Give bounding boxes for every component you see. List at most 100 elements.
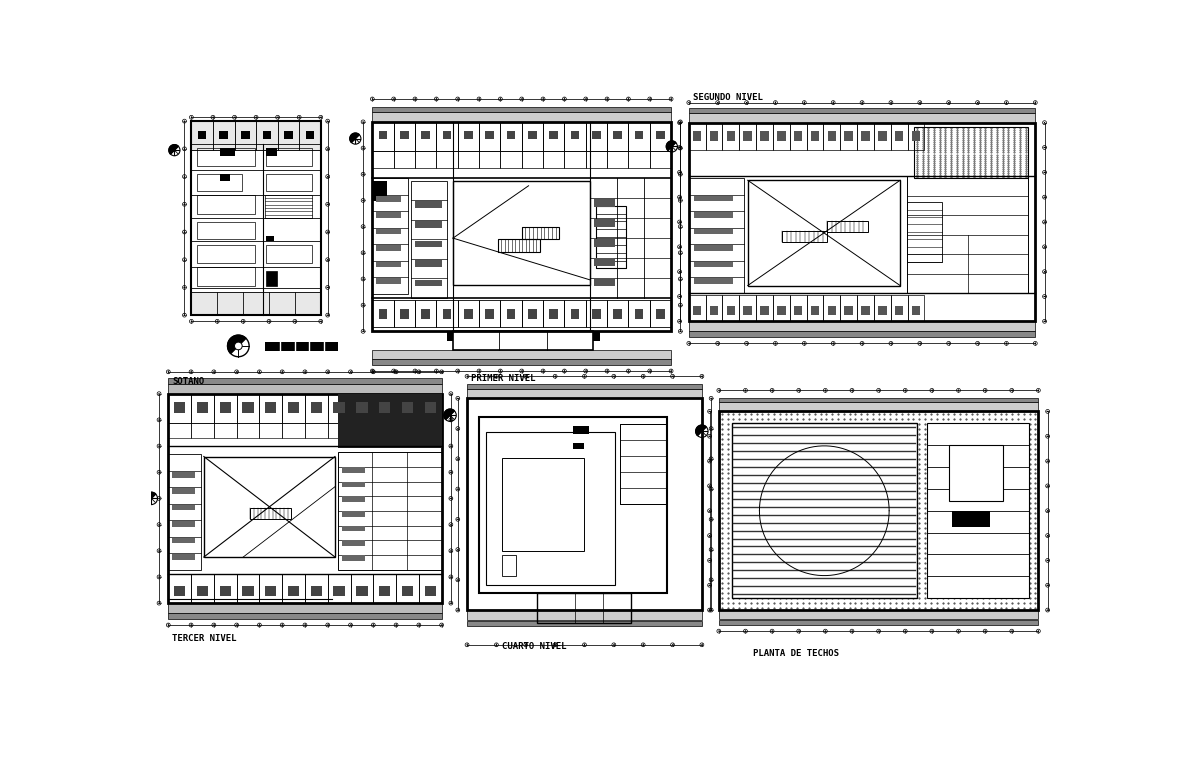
Bar: [414, 221, 442, 228]
Circle shape: [1047, 559, 1048, 561]
Circle shape: [679, 197, 680, 198]
Bar: [284, 131, 293, 139]
Bar: [571, 310, 579, 319]
Circle shape: [717, 343, 718, 344]
Bar: [305, 131, 315, 139]
Circle shape: [851, 389, 852, 391]
Polygon shape: [666, 141, 675, 150]
Bar: [283, 574, 305, 603]
Bar: [480, 300, 501, 327]
Bar: [827, 221, 868, 232]
Bar: [585, 300, 607, 327]
Bar: [466, 610, 702, 619]
Bar: [214, 394, 236, 423]
Bar: [446, 332, 453, 341]
Circle shape: [679, 172, 680, 173]
Bar: [169, 603, 442, 613]
Bar: [169, 574, 191, 603]
Bar: [857, 295, 874, 321]
Circle shape: [711, 549, 712, 550]
Bar: [342, 481, 364, 487]
Bar: [376, 278, 401, 284]
Bar: [294, 292, 320, 315]
Circle shape: [584, 644, 585, 645]
Circle shape: [642, 376, 643, 377]
Circle shape: [457, 488, 458, 490]
Bar: [283, 394, 305, 423]
Circle shape: [184, 314, 185, 316]
Circle shape: [919, 343, 920, 344]
Bar: [453, 181, 590, 285]
Bar: [694, 196, 734, 201]
Bar: [694, 262, 734, 267]
Bar: [914, 127, 1028, 178]
Circle shape: [628, 370, 629, 372]
Circle shape: [832, 102, 833, 103]
Bar: [169, 394, 191, 423]
Circle shape: [1047, 584, 1048, 586]
Bar: [236, 394, 260, 423]
Circle shape: [672, 644, 673, 645]
Bar: [878, 306, 887, 315]
Circle shape: [1043, 246, 1046, 247]
Bar: [607, 151, 628, 168]
Bar: [693, 306, 702, 315]
Bar: [421, 131, 430, 140]
Circle shape: [457, 609, 458, 611]
Circle shape: [688, 102, 690, 103]
Circle shape: [1037, 389, 1039, 391]
Bar: [443, 310, 451, 319]
Bar: [305, 423, 328, 438]
Bar: [373, 350, 671, 358]
Bar: [350, 394, 373, 423]
Bar: [373, 423, 396, 438]
Circle shape: [362, 147, 363, 149]
Circle shape: [281, 371, 283, 373]
Circle shape: [772, 389, 773, 391]
Bar: [415, 122, 437, 151]
Bar: [172, 505, 195, 511]
Circle shape: [457, 398, 458, 399]
Bar: [283, 423, 305, 438]
Bar: [688, 123, 1035, 321]
Circle shape: [709, 436, 710, 437]
Circle shape: [680, 252, 681, 254]
Bar: [571, 131, 579, 140]
Bar: [948, 446, 1003, 501]
Circle shape: [1005, 102, 1007, 103]
Bar: [396, 423, 419, 438]
Bar: [425, 402, 436, 413]
Bar: [214, 423, 236, 438]
Bar: [373, 300, 394, 327]
Polygon shape: [169, 145, 178, 154]
Circle shape: [450, 603, 451, 604]
Circle shape: [931, 389, 933, 391]
Circle shape: [680, 331, 681, 332]
Circle shape: [362, 174, 363, 175]
Bar: [592, 310, 601, 319]
Bar: [278, 121, 299, 150]
Bar: [197, 222, 255, 240]
Circle shape: [649, 370, 650, 372]
Bar: [419, 423, 442, 438]
Circle shape: [679, 122, 680, 123]
Bar: [419, 394, 442, 423]
Bar: [761, 131, 769, 140]
Bar: [507, 131, 515, 140]
Bar: [342, 525, 364, 531]
Bar: [437, 151, 458, 168]
Circle shape: [890, 102, 891, 103]
Circle shape: [702, 644, 703, 645]
Bar: [723, 123, 740, 150]
Bar: [731, 424, 916, 598]
Circle shape: [958, 389, 959, 391]
Bar: [807, 295, 824, 321]
Circle shape: [158, 446, 160, 447]
Bar: [656, 310, 665, 319]
Bar: [688, 321, 1035, 331]
Circle shape: [709, 510, 710, 512]
Bar: [338, 452, 442, 569]
Bar: [726, 306, 735, 315]
Bar: [299, 121, 320, 150]
Circle shape: [607, 370, 608, 372]
